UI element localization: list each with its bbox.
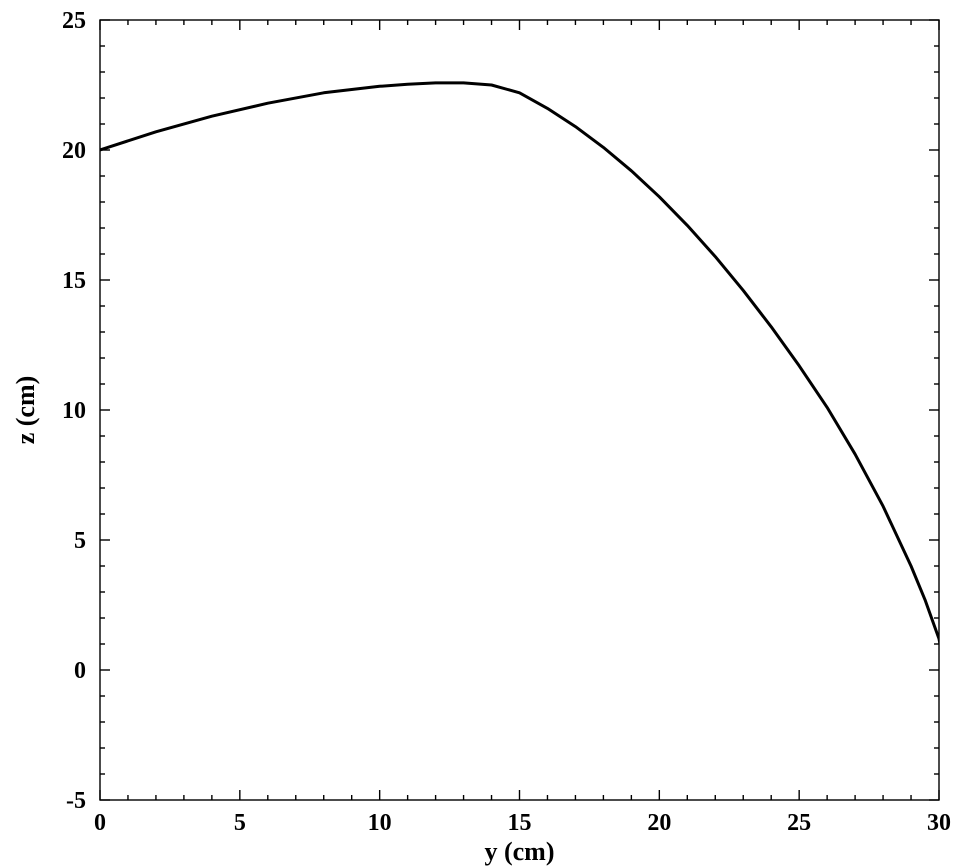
y-tick-label: 10 <box>62 398 86 424</box>
y-tick-label: 0 <box>74 658 86 684</box>
y-tick-label: 20 <box>62 138 86 164</box>
x-axis-label: y (cm) <box>484 837 554 866</box>
y-tick-label: 25 <box>62 8 86 34</box>
chart-svg: 0 5 10 15 20 25 30 -5 0 5 10 15 20 25 y (cm) z (cm) <box>0 0 954 866</box>
y-tick-label: -5 <box>66 788 86 814</box>
y-axis-label: z (cm) <box>11 376 40 445</box>
x-tick-label: 0 <box>94 810 106 836</box>
x-tick-label: 10 <box>368 810 392 836</box>
y-tick-label: 15 <box>62 268 86 294</box>
x-tick-label: 25 <box>787 810 811 836</box>
x-tick-label: 30 <box>927 810 951 836</box>
plot-area <box>100 20 939 800</box>
chart-container: 0 5 10 15 20 25 30 -5 0 5 10 15 20 25 y (cm) z (cm) <box>0 0 954 866</box>
y-tick-label: 5 <box>74 528 86 554</box>
x-tick-label: 5 <box>234 810 246 836</box>
x-tick-label: 15 <box>508 810 532 836</box>
x-tick-label: 20 <box>647 810 671 836</box>
